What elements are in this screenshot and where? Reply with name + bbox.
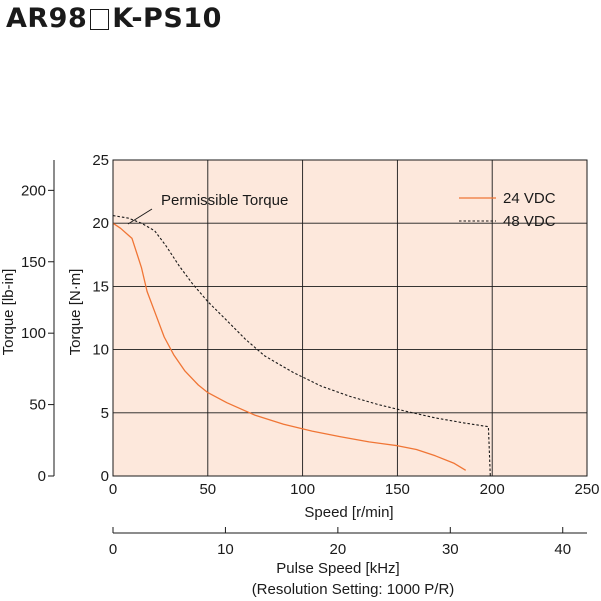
secondary-y-axis-label: Torque [lb-in] [0, 269, 17, 356]
annotation: Permissible Torque [127, 192, 288, 225]
y-tick-label: 15 [92, 278, 109, 295]
annotation-permissible-torque: Permissible Torque [161, 192, 288, 209]
axis-ticks [48, 189, 564, 533]
x-axis-label: Speed [r/min] [304, 504, 393, 521]
x-tick-label: 100 [290, 481, 315, 498]
y-tick-label: 5 [101, 405, 109, 422]
plot-frame [112, 159, 588, 477]
series-line-24vdc [112, 222, 467, 471]
secondary-x-tick-label: 40 [554, 541, 571, 558]
secondary-y-tick-label: 100 [21, 325, 46, 342]
legend: 24 VDC 48 VDC [459, 190, 556, 230]
secondary-y-tick-label: 200 [21, 182, 46, 199]
plot-area [113, 160, 587, 476]
secondary-x-tick-label: 20 [330, 541, 347, 558]
secondary-x-axis-label: Pulse Speed [kHz] [276, 560, 399, 577]
secondary-x-tick-label: 30 [442, 541, 459, 558]
annotation-leader [127, 208, 153, 225]
y-tick-label: 0 [101, 468, 109, 485]
y-tick-label: 20 [92, 215, 109, 232]
series-line-48vdc [112, 215, 491, 477]
secondary-y-tick-label: 50 [29, 397, 46, 414]
grid-lines [113, 160, 587, 476]
resolution-note: (Resolution Setting: 1000 P/R) [252, 581, 455, 598]
secondary-x-tick-label: 10 [217, 541, 234, 558]
model-suffix: K-PS10 [112, 3, 222, 34]
series-layer [112, 215, 491, 477]
legend-label-24vdc: 24 VDC [503, 190, 556, 207]
page-title: AR98 K-PS10 [6, 2, 222, 36]
x-tick-label: 150 [385, 481, 410, 498]
x-tick-label: 0 [109, 481, 117, 498]
x-tick-label: 200 [480, 481, 505, 498]
x-tick-label: 250 [574, 481, 599, 498]
secondary-y-tick-label: 0 [38, 468, 46, 485]
model-prefix: AR98 [6, 3, 88, 34]
x-tick-label: 50 [199, 481, 216, 498]
y-axis-label: Torque [N·m] [67, 269, 84, 356]
y-tick-label: 10 [92, 342, 109, 359]
secondary-x-tick-label: 0 [109, 541, 117, 558]
y-tick-label: 25 [92, 152, 109, 169]
placeholder-box-icon [90, 8, 110, 30]
secondary-y-tick-label: 150 [21, 254, 46, 271]
legend-label-48vdc: 48 VDC [503, 213, 556, 230]
